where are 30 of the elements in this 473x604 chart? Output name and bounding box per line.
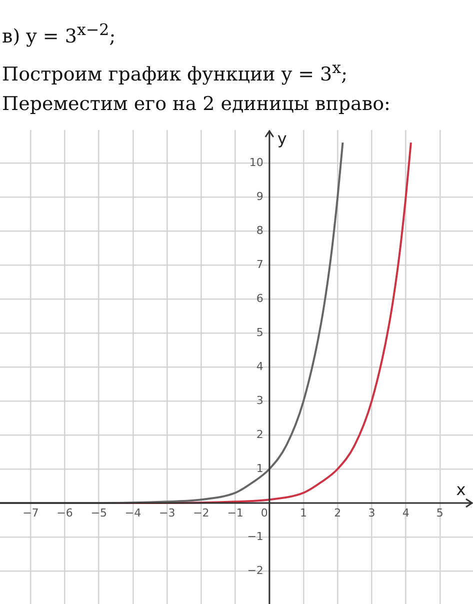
x-tick-label: 3 [368, 506, 376, 520]
x-tick-label: −3 [158, 506, 176, 520]
x-tick-label: −4 [124, 506, 142, 520]
x-tick-label: −6 [56, 506, 73, 520]
y-tick-label: 7 [256, 258, 264, 271]
y-tick-label: 5 [256, 326, 264, 339]
y-tick-label: 6 [256, 292, 264, 305]
y-axis-title: y [277, 129, 287, 148]
y-tick-label: 10 [249, 156, 264, 169]
chart-title: в) y = 3$^{x−2}$; [2, 20, 116, 48]
y-tick-label: 2 [256, 428, 264, 441]
y-tick-label: 4 [256, 360, 264, 373]
y-tick-label: −1 [247, 530, 264, 543]
x-tick-label: −2 [193, 506, 210, 520]
y-tick-label: 8 [256, 224, 264, 237]
y-tick-label: 1 [256, 462, 264, 475]
y-tick-label: −2 [247, 564, 264, 577]
x-tick-label: 4 [402, 506, 410, 520]
y-tick-label: 9 [256, 190, 264, 203]
x-axis-title: x [456, 480, 466, 500]
x-tick-label: −1 [227, 506, 244, 520]
x-tick-label: 2 [334, 506, 342, 520]
x-tick-label: 0 [260, 506, 268, 520]
x-tick-label: 1 [300, 506, 308, 520]
x-tick-label: −7 [22, 506, 39, 520]
y-tick-label: 3 [256, 394, 264, 407]
x-tick-label: 5 [436, 506, 444, 520]
x-tick-label: −5 [90, 506, 108, 520]
text: Переместим его на 2 единицы вправо: [2, 93, 390, 115]
text: Построим график функции y = 3$^{x}$; [2, 58, 348, 86]
